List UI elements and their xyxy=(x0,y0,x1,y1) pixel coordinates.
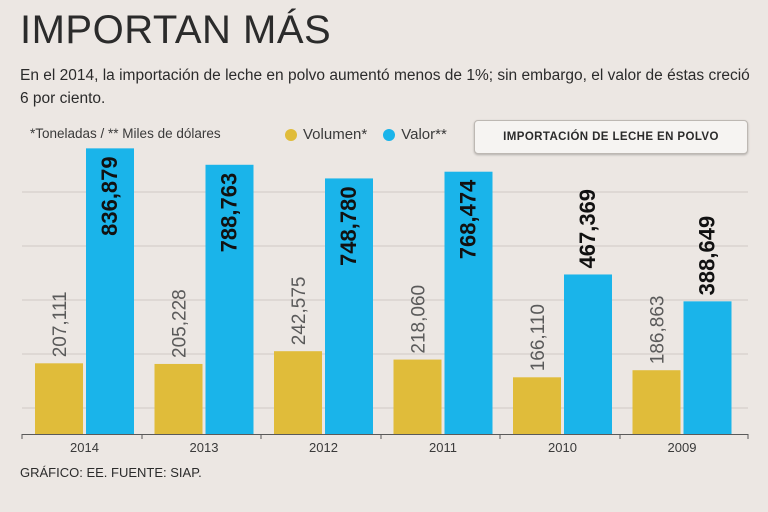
x-tick-label-2010: 2010 xyxy=(548,440,577,455)
data-label-valor-2009: 388,649 xyxy=(695,216,720,296)
legend-swatch-volumen xyxy=(285,128,297,141)
chart-title-badge: IMPORTACIÓN DE LECHE EN POLVO xyxy=(474,120,748,154)
data-label-valor-2013: 788,763 xyxy=(217,173,242,253)
x-tick-label-2013: 2013 xyxy=(190,440,219,455)
x-tick-label-2012: 2012 xyxy=(309,440,338,455)
units-note: *Toneladas / ** Miles de dólares xyxy=(30,126,221,141)
bar-valor-2014 xyxy=(86,148,134,435)
bar-volumen-2011 xyxy=(393,359,442,434)
data-label-volumen-2009: 186,863 xyxy=(648,296,669,365)
data-label-volumen-2010: 166,110 xyxy=(528,304,549,371)
data-label-volumen-2014: 207,111 xyxy=(50,291,71,357)
source-footer: GRÁFICO: EE. FUENTE: SIAP. xyxy=(20,465,202,480)
bar-valor-2009 xyxy=(683,301,732,434)
legend-item-volumen: Volumen* xyxy=(285,126,367,143)
bar-valor-2010 xyxy=(564,274,612,434)
bar-volumen-2010 xyxy=(513,377,561,434)
bar-volumen-2009 xyxy=(632,370,681,434)
data-label-valor-2011: 768,474 xyxy=(456,179,481,259)
bar-valor-2012 xyxy=(325,178,373,434)
bar-volumen-2014 xyxy=(35,363,83,434)
x-tick-label-2009: 2009 xyxy=(668,440,697,455)
bar-volumen-2012 xyxy=(274,351,322,434)
page-title: IMPORTAN MÁS xyxy=(20,8,332,52)
data-label-volumen-2011: 218,060 xyxy=(409,285,430,354)
legend: Volumen* Valor** xyxy=(285,126,463,143)
x-tick-label-2014: 2014 xyxy=(70,440,99,455)
data-label-volumen-2013: 205,228 xyxy=(170,289,191,358)
bar-volumen-2013 xyxy=(154,363,203,434)
data-label-valor-2014: 836,879 xyxy=(97,156,122,236)
bar-valor-2011 xyxy=(444,171,493,434)
legend-label-valor: Valor** xyxy=(401,126,447,143)
legend-label-volumen: Volumen* xyxy=(303,126,368,143)
subtitle: En el 2014, la importación de leche en p… xyxy=(20,67,750,107)
legend-item-valor: Valor** xyxy=(383,126,447,143)
data-label-valor-2010: 467,369 xyxy=(575,189,600,269)
legend-swatch-valor xyxy=(383,128,396,141)
x-tick-label-2011: 2011 xyxy=(429,440,457,455)
bar-valor-2013 xyxy=(205,164,254,434)
data-label-valor-2012: 748,780 xyxy=(336,186,361,266)
data-label-volumen-2012: 242,575 xyxy=(289,277,310,346)
